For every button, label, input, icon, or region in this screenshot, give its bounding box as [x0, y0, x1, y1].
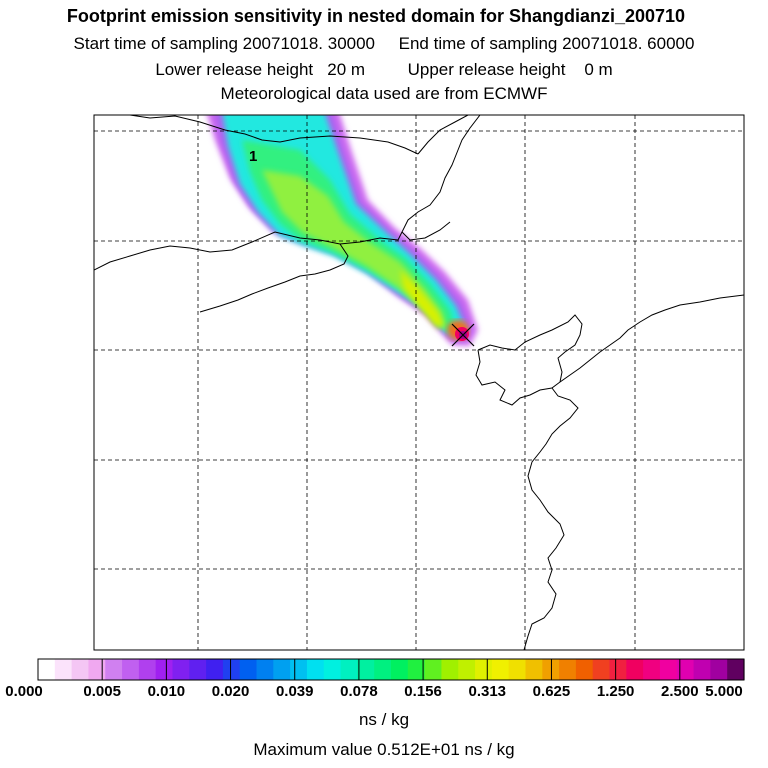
- colorbar-cell: [155, 659, 174, 680]
- plume-lightgreen-core: [262, 170, 446, 328]
- colorbar-cell: [693, 659, 711, 680]
- colorbar-cell: [407, 659, 426, 680]
- colorbar-tick-label: 5.000: [705, 683, 743, 700]
- colorbar-tick-label: 0.156: [404, 683, 442, 700]
- release-height-line: Lower release height 20 m Upper release …: [155, 60, 613, 79]
- colorbar-tick-label: 0.039: [275, 683, 314, 700]
- colorbar-cell: [38, 659, 56, 680]
- colorbar-cell: [88, 659, 106, 680]
- lat-lon-grid: [94, 115, 744, 650]
- colorbar-cell: [222, 659, 241, 680]
- met-data-line: Meteorological data used are from ECMWF: [220, 84, 548, 103]
- colorbar-tick-label: 0.313: [468, 683, 507, 700]
- colorbar-cell: [122, 659, 140, 680]
- colorbar-tick-label: 0.005: [83, 683, 121, 700]
- colorbar-tick-label: 2.500: [661, 683, 699, 700]
- colorbar-cell: [256, 659, 274, 680]
- colorbar-cell: [508, 659, 527, 680]
- coastline-korea-bay: [559, 294, 744, 383]
- coastline-bohai-west: [199, 243, 349, 313]
- colorbar-cell: [441, 659, 459, 680]
- colorbar-cell: [357, 659, 375, 680]
- colorbar-cell: [575, 659, 594, 680]
- colorbar-cell: [592, 659, 611, 680]
- colorbar-cell: [273, 659, 291, 680]
- colorbar-cell: [239, 659, 258, 680]
- colorbar-tick-label: 0.078: [340, 683, 378, 700]
- coastline-liaodong: [401, 115, 481, 241]
- colorbar-cell: [626, 659, 644, 680]
- colorbar-cell: [206, 659, 224, 680]
- colorbar-cell: [306, 659, 325, 680]
- colorbar-cell: [391, 659, 409, 680]
- colorbar-cell: [659, 659, 678, 680]
- coastline-north: [129, 115, 419, 155]
- colorbar-cell: [71, 659, 90, 680]
- colorbar-tick-label: 0.020: [211, 683, 250, 700]
- map-frame: [93, 114, 745, 651]
- colorbar-cell: [424, 659, 443, 680]
- border-line-mid: [94, 231, 403, 271]
- colorbar-cell: [727, 659, 745, 680]
- plume-age-label: 1: [249, 148, 257, 165]
- coastline-shandong: [477, 314, 583, 650]
- map-title: Footprint emission sensitivity in nested…: [66, 6, 686, 26]
- colorbar-cell: [525, 659, 543, 680]
- colorbar-cell: [374, 659, 392, 680]
- colorbar-tick-label: 0.625: [532, 683, 571, 700]
- colorbar-frame: [37, 658, 745, 681]
- colorbar-cell: [559, 659, 577, 680]
- sampling-time-line: Start time of sampling 20071018. 30000 E…: [73, 34, 695, 53]
- colorbar-cell: [340, 659, 358, 680]
- colorbar: [37, 658, 745, 681]
- colorbar-tick-label: 0.000: [5, 683, 43, 700]
- colorbar-cell: [54, 659, 73, 680]
- colorbar-unit: ns / kg: [358, 710, 410, 729]
- coastline-lower: [475, 349, 553, 406]
- colorbar-cell: [323, 659, 342, 680]
- colorbar-tick-label: 0.010: [147, 683, 186, 700]
- coastline-bohai-north: [417, 115, 469, 155]
- colorbar-cell: [105, 659, 123, 680]
- x-marker: [451, 323, 475, 347]
- colorbar-cell: [189, 659, 207, 680]
- colorbar-cell: [172, 659, 190, 680]
- colorbar-cell: [609, 659, 627, 680]
- coastlines: [94, 115, 744, 650]
- colorbar-cell: [643, 659, 661, 680]
- plume-yellow-core: [400, 270, 444, 326]
- colorbar-cell: [710, 659, 728, 680]
- plume-layer: [207, 115, 478, 346]
- colorbar-cell: [458, 659, 476, 680]
- colorbar-cell: [676, 659, 695, 680]
- colorbar-tick-label: 1.250: [596, 683, 635, 700]
- max-value-text: Maximum value 0.512E+01 ns / kg: [253, 740, 515, 759]
- colorbar-cell: [290, 659, 308, 680]
- colorbar-cell: [138, 659, 157, 680]
- colorbar-cell: [491, 659, 510, 680]
- colorbar-cell: [475, 659, 493, 680]
